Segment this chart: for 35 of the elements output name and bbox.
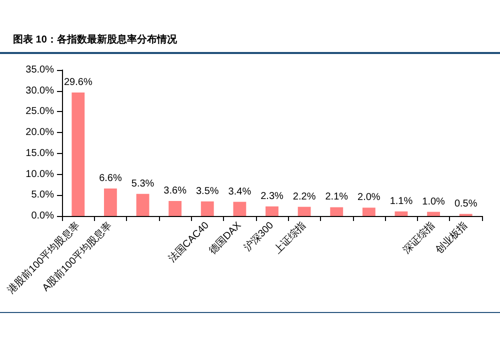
y-tick-label: 15.0% [26,148,54,159]
bar [72,92,85,216]
bar [394,211,408,216]
data-label: 6.6% [99,172,122,184]
chart-title: 图表 10：各指数最新股息率分布情况 [13,34,178,46]
y-tick-label: 10.0% [26,168,54,180]
data-label: 0.5% [454,198,478,210]
bar [200,201,214,216]
y-tick-label: 35.0% [26,64,54,76]
bar [362,208,376,216]
bar [104,188,117,216]
data-label: 3.5% [196,186,219,197]
data-label: 1.1% [390,196,413,207]
bar [233,202,246,216]
y-tick-label: 20.0% [26,127,54,138]
x-tick-label: 深证综指 [400,219,438,256]
data-label: 3.6% [164,185,187,196]
y-tick-label: 0.0% [31,210,54,222]
bar [136,194,150,216]
bar [427,212,440,216]
bar [168,200,182,216]
y-tick-label: 25.0% [26,106,54,118]
bar [298,206,311,216]
data-label: 2.1% [325,192,348,203]
y-tick-label: 30.0% [26,85,54,96]
data-label: 5.3% [131,178,154,190]
data-label: 29.6% [64,77,92,88]
data-label: 2.3% [260,190,284,202]
data-label: 3.4% [228,186,252,198]
data-label: 1.0% [422,196,446,208]
data-label: 2.0% [358,192,380,204]
bar [330,207,344,216]
data-label: 2.2% [292,191,316,202]
bar [266,206,278,216]
y-tick-label: 5.0% [31,190,54,201]
